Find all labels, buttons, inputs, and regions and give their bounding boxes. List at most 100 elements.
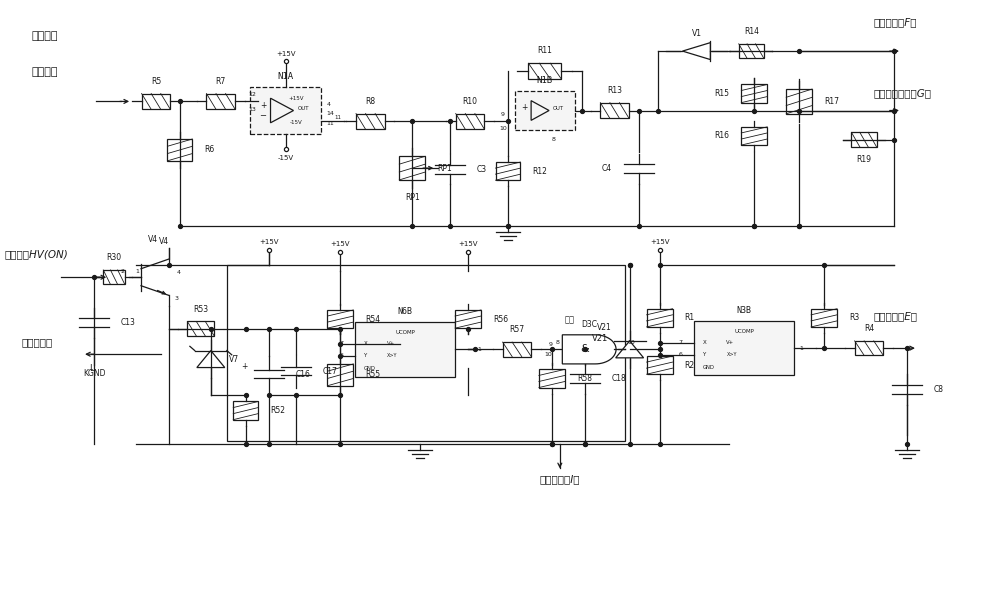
Text: 2: 2 bbox=[120, 269, 124, 273]
Bar bbox=[356, 113, 385, 129]
Text: -15V: -15V bbox=[290, 120, 303, 125]
Text: +15V: +15V bbox=[259, 239, 278, 245]
Text: V7: V7 bbox=[229, 354, 239, 364]
Text: RP1: RP1 bbox=[405, 193, 420, 202]
Text: GND: GND bbox=[702, 365, 714, 370]
Text: X>Y: X>Y bbox=[387, 353, 398, 359]
Text: +: + bbox=[521, 103, 527, 112]
Bar bbox=[539, 370, 565, 387]
Bar bbox=[206, 94, 235, 109]
Text: 电源开机HV(ON): 电源开机HV(ON) bbox=[4, 249, 68, 259]
Bar bbox=[851, 132, 877, 147]
Text: 去驱动电路E点: 去驱动电路E点 bbox=[874, 311, 918, 321]
Text: R58: R58 bbox=[577, 374, 592, 383]
Text: R16: R16 bbox=[714, 132, 729, 141]
Text: 去保护电路F点: 去保护电路F点 bbox=[874, 17, 917, 27]
Text: 4: 4 bbox=[177, 270, 181, 275]
Bar bbox=[327, 310, 353, 328]
Text: R19: R19 bbox=[856, 155, 871, 164]
Text: OUT: OUT bbox=[553, 106, 564, 111]
Text: 14: 14 bbox=[326, 111, 334, 116]
Bar bbox=[233, 401, 258, 420]
Text: 高压电源: 高压电源 bbox=[31, 31, 58, 41]
Text: 8: 8 bbox=[556, 340, 560, 345]
Bar bbox=[103, 270, 125, 284]
Text: N6B: N6B bbox=[398, 307, 413, 316]
Text: 10: 10 bbox=[545, 352, 552, 357]
Text: +15V: +15V bbox=[458, 241, 478, 247]
Text: V4: V4 bbox=[159, 237, 169, 245]
Text: 11: 11 bbox=[334, 114, 341, 120]
Text: 9: 9 bbox=[548, 342, 552, 347]
Polygon shape bbox=[682, 43, 710, 60]
Text: L: L bbox=[89, 364, 93, 373]
Text: N1B: N1B bbox=[537, 76, 553, 85]
Text: +15V: +15V bbox=[289, 96, 304, 101]
Bar bbox=[811, 309, 837, 327]
Text: 13: 13 bbox=[249, 107, 257, 112]
Text: Y: Y bbox=[702, 352, 706, 357]
Bar bbox=[142, 94, 170, 109]
Text: R53: R53 bbox=[193, 304, 208, 314]
Text: R52: R52 bbox=[270, 406, 285, 415]
Text: R15: R15 bbox=[714, 89, 729, 98]
Text: 1: 1 bbox=[135, 269, 139, 273]
Polygon shape bbox=[616, 341, 644, 358]
Text: UCOMP: UCOMP bbox=[734, 329, 754, 334]
Text: X>Y: X>Y bbox=[726, 352, 737, 357]
Text: R12: R12 bbox=[532, 167, 547, 175]
Text: 9: 9 bbox=[501, 112, 505, 117]
Text: 7: 7 bbox=[678, 340, 682, 345]
Text: 去信号产生电路G点: 去信号产生电路G点 bbox=[874, 88, 932, 99]
Text: C4: C4 bbox=[602, 164, 612, 173]
Text: R17: R17 bbox=[824, 97, 839, 106]
Bar bbox=[455, 310, 481, 328]
Text: R7: R7 bbox=[216, 77, 226, 86]
Text: Y: Y bbox=[363, 353, 367, 359]
Text: 8: 8 bbox=[552, 138, 556, 143]
Text: +: + bbox=[260, 101, 267, 110]
Text: KGND: KGND bbox=[83, 370, 105, 378]
Text: GND: GND bbox=[363, 366, 375, 371]
Text: R30: R30 bbox=[107, 253, 122, 262]
Bar bbox=[528, 63, 561, 79]
Text: V+: V+ bbox=[387, 342, 395, 347]
Text: C13: C13 bbox=[121, 318, 136, 327]
Text: R56: R56 bbox=[493, 315, 508, 323]
Text: X: X bbox=[702, 340, 706, 345]
Polygon shape bbox=[197, 351, 225, 368]
Text: 接保护电路: 接保护电路 bbox=[21, 337, 53, 347]
Text: R11: R11 bbox=[537, 46, 552, 55]
Text: 1: 1 bbox=[477, 347, 481, 352]
Text: 10: 10 bbox=[499, 125, 507, 131]
Bar bbox=[739, 44, 764, 58]
Text: R13: R13 bbox=[607, 86, 622, 95]
Text: +15V: +15V bbox=[650, 239, 669, 245]
Text: V+: V+ bbox=[726, 340, 734, 345]
Text: C16: C16 bbox=[296, 370, 310, 379]
Bar bbox=[600, 103, 629, 118]
Text: 6: 6 bbox=[679, 352, 682, 357]
Text: 12: 12 bbox=[249, 91, 257, 97]
Text: C18: C18 bbox=[612, 374, 626, 383]
Text: X: X bbox=[363, 342, 367, 347]
Text: V1: V1 bbox=[691, 29, 701, 38]
Bar bbox=[456, 113, 484, 129]
Text: R3: R3 bbox=[849, 314, 859, 322]
Text: 4: 4 bbox=[326, 102, 330, 107]
Bar bbox=[855, 341, 883, 356]
Bar bbox=[741, 127, 767, 145]
Text: 1: 1 bbox=[799, 346, 803, 351]
Bar bbox=[741, 85, 767, 103]
Text: R8: R8 bbox=[365, 97, 375, 105]
Text: R5: R5 bbox=[151, 77, 161, 86]
Bar bbox=[250, 87, 321, 134]
Text: V21: V21 bbox=[591, 334, 608, 343]
Text: R55: R55 bbox=[365, 370, 381, 379]
Text: R10: R10 bbox=[463, 97, 478, 105]
Text: R57: R57 bbox=[509, 325, 525, 334]
Text: 大压: 大压 bbox=[565, 315, 575, 324]
Text: +15V: +15V bbox=[276, 51, 295, 57]
Text: R2: R2 bbox=[684, 361, 695, 370]
Text: R6: R6 bbox=[204, 146, 215, 155]
